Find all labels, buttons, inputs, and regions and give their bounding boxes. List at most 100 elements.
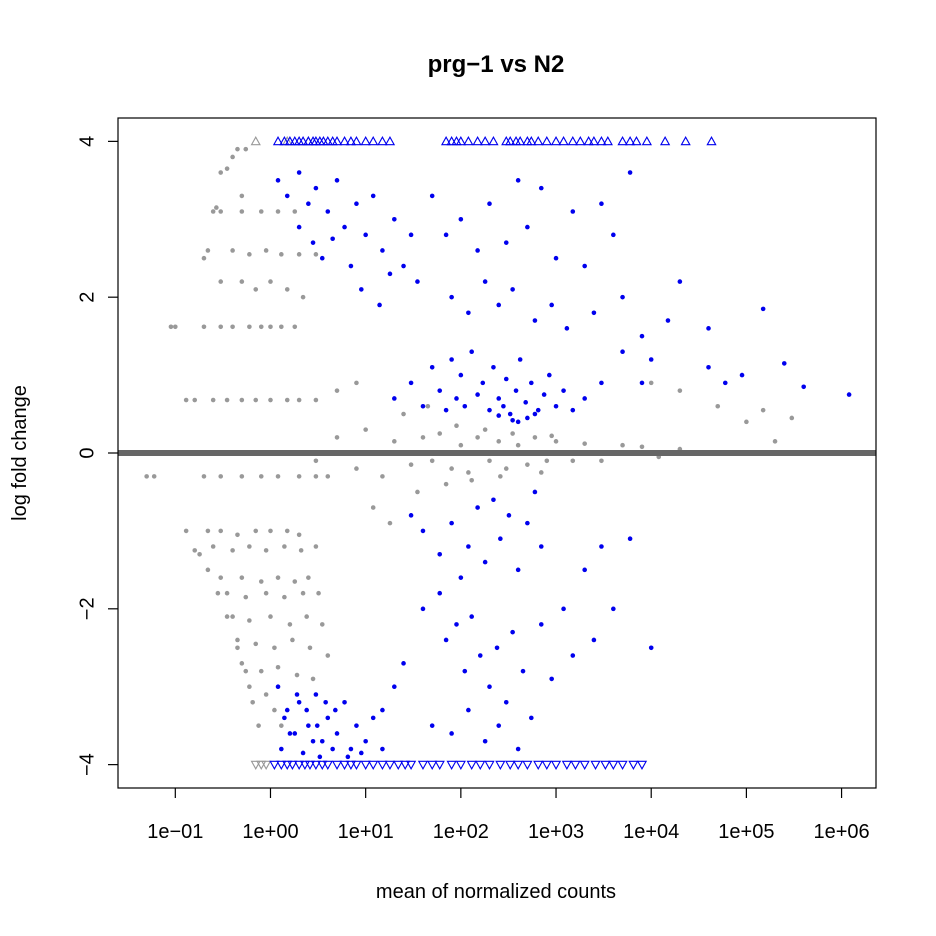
significant-point bbox=[449, 294, 454, 300]
non-significant-point bbox=[648, 380, 654, 386]
clipped-upper-marker bbox=[541, 136, 552, 146]
significant-point bbox=[561, 388, 566, 393]
clipped-lower-marker bbox=[455, 760, 466, 770]
x-tick-label: 1e+03 bbox=[528, 821, 584, 843]
significant-point bbox=[443, 637, 449, 643]
non-significant-point bbox=[425, 403, 431, 409]
significant-point bbox=[363, 232, 368, 238]
significant-point bbox=[292, 731, 298, 736]
significant-point bbox=[620, 349, 625, 355]
significant-point bbox=[801, 384, 806, 390]
non-significant-point bbox=[268, 528, 273, 534]
non-significant-point bbox=[334, 388, 340, 393]
significant-point bbox=[437, 388, 443, 393]
clipped-lower-marker bbox=[600, 760, 611, 770]
non-significant-point bbox=[253, 397, 259, 403]
non-significant-point bbox=[313, 474, 319, 479]
non-significant-point bbox=[192, 397, 198, 403]
significant-point bbox=[639, 380, 645, 386]
significant-point bbox=[334, 731, 340, 736]
non-significant-point bbox=[247, 544, 252, 549]
clipped-lower-marker bbox=[351, 760, 362, 770]
non-significant-point bbox=[401, 411, 406, 417]
y-axis: −4 −2 0 2 4 bbox=[76, 136, 118, 776]
significant-point bbox=[392, 396, 397, 401]
non-significant-point bbox=[197, 551, 202, 557]
clipped-upper-marker bbox=[384, 136, 396, 146]
significant-point bbox=[553, 255, 559, 261]
significant-point bbox=[429, 365, 435, 370]
significant-point bbox=[496, 396, 502, 401]
clipped-upper-marker bbox=[345, 136, 357, 146]
non-significant-point bbox=[387, 520, 393, 526]
significant-point bbox=[482, 559, 488, 565]
significant-point bbox=[487, 684, 492, 690]
clipped-lower-marker bbox=[495, 760, 506, 770]
non-significant-point bbox=[218, 170, 224, 175]
non-significant-point bbox=[256, 723, 261, 728]
non-significant-point bbox=[247, 252, 252, 257]
non-significant-point bbox=[224, 166, 230, 171]
non-significant-point bbox=[239, 209, 245, 214]
significant-point bbox=[415, 279, 420, 284]
non-significant-point bbox=[268, 279, 273, 284]
non-significant-point bbox=[715, 403, 721, 409]
significant-point bbox=[507, 411, 513, 417]
significant-point bbox=[469, 349, 474, 355]
non-significant-point bbox=[168, 324, 174, 330]
non-significant-point bbox=[498, 474, 503, 479]
significant-point bbox=[380, 746, 385, 752]
significant-point bbox=[458, 216, 464, 222]
x-tick-label: 1e+05 bbox=[718, 821, 774, 843]
clipped-upper-marker bbox=[558, 136, 569, 146]
significant-point bbox=[538, 185, 544, 191]
clipped-lower-marker bbox=[466, 760, 477, 770]
significant-point bbox=[449, 357, 454, 362]
non-significant-point bbox=[201, 255, 207, 261]
non-significant-point bbox=[292, 324, 298, 330]
non-significant-point bbox=[292, 209, 298, 214]
non-significant-point bbox=[247, 618, 252, 623]
clipped-upper-marker bbox=[440, 136, 452, 146]
non-significant-point bbox=[279, 723, 284, 728]
non-significant-point bbox=[235, 637, 240, 643]
y-tick-label: −4 bbox=[76, 753, 98, 776]
non-significant-point bbox=[553, 439, 559, 444]
y-tick-label: 4 bbox=[76, 136, 98, 147]
clipped-upper-marker bbox=[575, 136, 586, 146]
significant-point bbox=[408, 232, 414, 238]
significant-point bbox=[370, 715, 376, 721]
significant-point bbox=[466, 310, 471, 316]
non-significant-point bbox=[789, 415, 795, 421]
non-significant-point bbox=[258, 324, 264, 330]
significant-point bbox=[846, 392, 852, 397]
significant-point bbox=[462, 403, 468, 409]
significant-point bbox=[496, 302, 502, 308]
non-significant-point bbox=[532, 435, 538, 440]
significant-point bbox=[611, 232, 616, 238]
significant-point bbox=[582, 396, 587, 401]
non-significant-point bbox=[218, 528, 224, 534]
non-significant-point bbox=[582, 441, 587, 446]
significant-point bbox=[323, 700, 328, 705]
non-significant-point bbox=[268, 324, 273, 330]
significant-point bbox=[313, 692, 319, 697]
significant-point bbox=[275, 684, 281, 690]
non-significant-point bbox=[325, 474, 331, 479]
non-significant-point bbox=[420, 435, 426, 440]
clipped-upper-marker bbox=[505, 136, 516, 146]
significant-point bbox=[513, 388, 519, 393]
clipped-lower-marker bbox=[345, 760, 357, 770]
clipped-lower-marker bbox=[360, 760, 371, 770]
non-significant-point bbox=[250, 700, 255, 705]
data-points bbox=[144, 136, 852, 770]
non-significant-point bbox=[443, 481, 449, 487]
significant-point bbox=[648, 357, 654, 362]
non-significant-point bbox=[380, 474, 385, 479]
significant-point bbox=[494, 645, 500, 651]
non-significant-point bbox=[284, 287, 290, 292]
clipped-lower-marker bbox=[475, 760, 486, 770]
significant-point bbox=[342, 700, 347, 705]
non-significant-point bbox=[253, 528, 259, 534]
clipped-lower-marker bbox=[427, 760, 438, 770]
